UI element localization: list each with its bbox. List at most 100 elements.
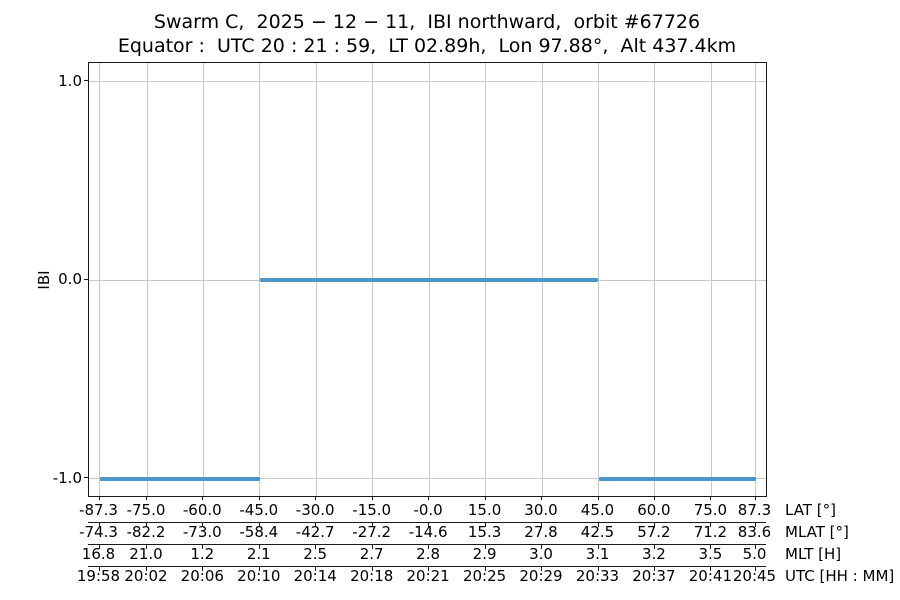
x-tick-label: 3.2	[641, 544, 666, 563]
x-tick	[428, 566, 430, 571]
x-tick-label: -82.2	[126, 522, 166, 541]
x-tick	[428, 544, 430, 549]
x-tick	[371, 522, 373, 527]
x-tick	[597, 566, 599, 571]
x-tick-label: 19:58	[76, 566, 121, 585]
x-tick	[754, 522, 756, 527]
y-gridline	[89, 478, 766, 479]
x-tick	[146, 522, 147, 527]
x-axis-name: MLAT [°]	[785, 522, 849, 541]
x-axis-name: UTC [HH : MM]	[785, 566, 895, 585]
x-tick-label: 20:37	[632, 566, 676, 585]
x-tick-label: -14.6	[408, 522, 448, 541]
x-tick	[371, 496, 373, 500]
x-axis-name: MLT [H]	[785, 544, 842, 563]
x-tick-label: 42.5	[580, 522, 615, 541]
x-tick-label: 60.0	[637, 500, 671, 519]
x-tick-label: 20:02	[124, 566, 168, 585]
x-tick-label: 20:41	[688, 566, 732, 585]
x-tick	[428, 496, 430, 500]
x-tick	[315, 566, 317, 571]
x-tick-label: 3.1	[585, 544, 610, 563]
x-tick-label: 1.2	[190, 544, 215, 563]
x-tick-label: -27.2	[352, 522, 392, 541]
x-tick	[754, 496, 756, 500]
x-tick	[541, 566, 542, 571]
x-tick	[371, 566, 373, 571]
x-tick-label: -30.0	[295, 500, 335, 519]
x-tick	[710, 544, 712, 549]
x-tick	[258, 496, 260, 500]
x-tick	[653, 522, 655, 527]
x-tick	[146, 544, 147, 549]
x-tick	[202, 522, 204, 527]
x-tick	[541, 522, 542, 527]
ibi-line-segment	[598, 476, 756, 481]
x-axis-spine	[88, 565, 766, 567]
x-tick	[653, 544, 655, 549]
x-tick	[484, 566, 486, 571]
x-tick	[541, 496, 542, 500]
chart-title: Swarm C, 2025 − 12 − 11, IBI northward, …	[153, 11, 701, 33]
x-tick-label: 3.0	[529, 544, 553, 563]
x-tick	[428, 522, 430, 527]
x-tick	[710, 566, 712, 571]
x-tick-label: 27.8	[524, 522, 558, 541]
x-tick-label: 20:14	[293, 566, 337, 585]
x-tick-label: 16.8	[81, 544, 116, 563]
x-tick	[98, 566, 100, 571]
x-tick	[315, 522, 317, 527]
chart-subtitle: Equator : UTC 20 : 21 : 59, LT 02.89h, L…	[117, 35, 737, 57]
x-tick	[754, 544, 756, 549]
x-tick	[258, 544, 260, 549]
x-tick-label: -87.3	[79, 500, 118, 519]
x-tick-label: 45.0	[580, 500, 615, 519]
x-axis-spine	[88, 543, 766, 545]
y-tick-label: 1.0	[58, 71, 82, 90]
x-tick	[202, 566, 204, 571]
x-tick-label: 2.1	[246, 544, 271, 563]
x-tick-label: 71.2	[693, 522, 728, 541]
x-tick-label: 57.2	[637, 522, 671, 541]
x-tick	[258, 566, 260, 571]
x-tick-label: 20:10	[237, 566, 281, 585]
x-tick-label: -73.0	[182, 522, 222, 541]
x-tick-label: 87.3	[737, 500, 772, 519]
x-tick-label: -45.0	[239, 500, 279, 519]
x-tick-label: 20:18	[350, 566, 394, 585]
y-tick-label: 0.0	[58, 270, 82, 288]
x-tick-label: -15.0	[352, 500, 392, 519]
x-axis-spine	[88, 521, 766, 523]
x-tick	[597, 522, 599, 527]
x-tick-label: 20:25	[462, 566, 507, 585]
x-tick-label: -74.3	[79, 522, 118, 541]
ibi-line-segment	[259, 278, 599, 282]
x-tick-label: 20:29	[519, 566, 563, 585]
x-tick	[653, 496, 655, 500]
x-tick	[202, 496, 204, 500]
x-tick-label: -0.0	[413, 500, 443, 519]
x-tick	[202, 544, 204, 549]
x-tick	[541, 544, 542, 549]
x-tick	[146, 496, 147, 500]
x-tick-label: 15.0	[467, 500, 502, 519]
y-tick-label: -1.0	[52, 468, 82, 487]
x-tick	[484, 496, 486, 500]
x-tick	[597, 544, 599, 549]
x-tick-label: 30.0	[524, 500, 558, 519]
x-axis-name: LAT [°]	[785, 500, 836, 519]
x-tick-label: -42.7	[295, 522, 335, 541]
x-tick	[98, 522, 100, 527]
x-tick-label: 2.9	[472, 544, 497, 563]
y-gridline	[89, 81, 766, 82]
x-tick	[315, 496, 317, 500]
y-tick	[84, 278, 89, 280]
x-tick	[754, 566, 756, 571]
x-tick-label: 21.0	[129, 544, 163, 563]
x-tick	[710, 522, 712, 527]
x-tick	[146, 566, 147, 571]
x-tick	[98, 544, 100, 549]
x-tick	[484, 544, 486, 549]
x-tick-label: 5.0	[742, 544, 767, 563]
